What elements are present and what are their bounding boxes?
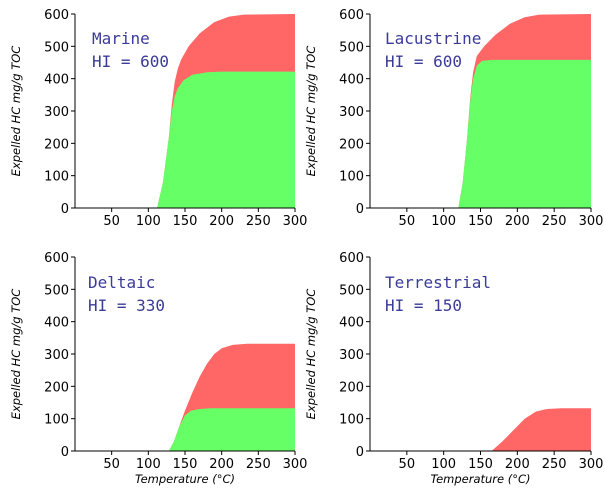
x-tick-label: 150 — [468, 457, 493, 472]
y-axis-label: Expelled HC mg/g TOC — [304, 289, 318, 420]
y-tick-label: 0 — [61, 445, 69, 460]
y-tick-label: 200 — [44, 380, 69, 395]
area-series-3-2 — [168, 408, 295, 451]
x-tick-label: 50 — [103, 214, 120, 229]
x-tick-label: 250 — [246, 457, 271, 472]
x-tick-label: 150 — [173, 457, 198, 472]
x-tick-label: 100 — [431, 457, 456, 472]
y-tick-label: 300 — [44, 105, 69, 120]
x-tick-label: 100 — [136, 214, 161, 229]
y-tick-label: 600 — [44, 8, 69, 23]
y-tick-label: 200 — [339, 380, 364, 395]
y-tick-label: 600 — [339, 8, 364, 23]
y-axis-label: Expelled HC mg/g TOC — [304, 46, 318, 177]
y-tick-label: 500 — [44, 283, 69, 298]
x-tick-label: 300 — [579, 214, 604, 229]
x-tick-label: 250 — [246, 214, 271, 229]
panel-annotation-source: Marine — [92, 29, 150, 48]
y-tick-label: 400 — [44, 316, 69, 331]
x-tick-label: 100 — [136, 457, 161, 472]
x-tick-label: 50 — [399, 457, 416, 472]
y-tick-label: 500 — [339, 40, 364, 55]
x-tick-label: 300 — [283, 457, 308, 472]
y-tick-label: 500 — [44, 40, 69, 55]
y-axis-label: Expelled HC mg/g TOC — [9, 46, 23, 177]
area-series-4-1 — [491, 408, 591, 451]
y-tick-label: 400 — [339, 316, 364, 331]
x-tick-label: 150 — [468, 214, 493, 229]
panel-annotation-hi: HI = 600 — [92, 52, 169, 71]
y-tick-label: 200 — [339, 137, 364, 152]
panel-annotation-source: Lacustrine — [385, 29, 481, 48]
area-series-1-2 — [157, 71, 295, 208]
y-tick-label: 100 — [339, 170, 364, 185]
y-tick-label: 100 — [44, 413, 69, 428]
y-tick-label: 200 — [44, 137, 69, 152]
area-series-2-2 — [458, 59, 591, 209]
y-tick-label: 400 — [339, 73, 364, 88]
y-tick-label: 600 — [339, 251, 364, 266]
panel-annotation-hi: HI = 150 — [385, 296, 462, 315]
y-tick-label: 100 — [44, 170, 69, 185]
x-tick-label: 250 — [542, 457, 567, 472]
x-tick-label: 200 — [505, 457, 530, 472]
y-tick-label: 500 — [339, 283, 364, 298]
y-tick-label: 300 — [339, 105, 364, 120]
panel-annotation-hi: HI = 600 — [385, 52, 462, 71]
panel-annotation-source: Deltaic — [88, 273, 155, 292]
panel-annotation-hi: HI = 330 — [88, 296, 165, 315]
y-tick-label: 100 — [339, 413, 364, 428]
y-tick-label: 0 — [356, 202, 364, 217]
x-tick-label: 100 — [431, 214, 456, 229]
y-tick-label: 0 — [61, 202, 69, 217]
x-tick-label: 50 — [103, 457, 120, 472]
x-tick-label: 200 — [209, 214, 234, 229]
y-tick-label: 300 — [339, 348, 364, 363]
y-tick-label: 300 — [44, 348, 69, 363]
x-tick-label: 150 — [173, 214, 198, 229]
y-tick-label: 400 — [44, 73, 69, 88]
y-axis-label: Expelled HC mg/g TOC — [9, 289, 23, 420]
x-tick-label: 50 — [399, 214, 416, 229]
y-tick-label: 0 — [356, 445, 364, 460]
x-tick-label: 200 — [209, 457, 234, 472]
y-tick-label: 600 — [44, 251, 69, 266]
x-tick-label: 300 — [283, 214, 308, 229]
panel-annotation-source: Terrestrial — [385, 273, 491, 292]
x-tick-label: 200 — [505, 214, 530, 229]
x-axis-label: Temperature (°C) — [430, 472, 530, 486]
x-axis-label: Temperature (°C) — [135, 472, 235, 486]
x-tick-label: 250 — [542, 214, 567, 229]
x-tick-label: 300 — [579, 457, 604, 472]
